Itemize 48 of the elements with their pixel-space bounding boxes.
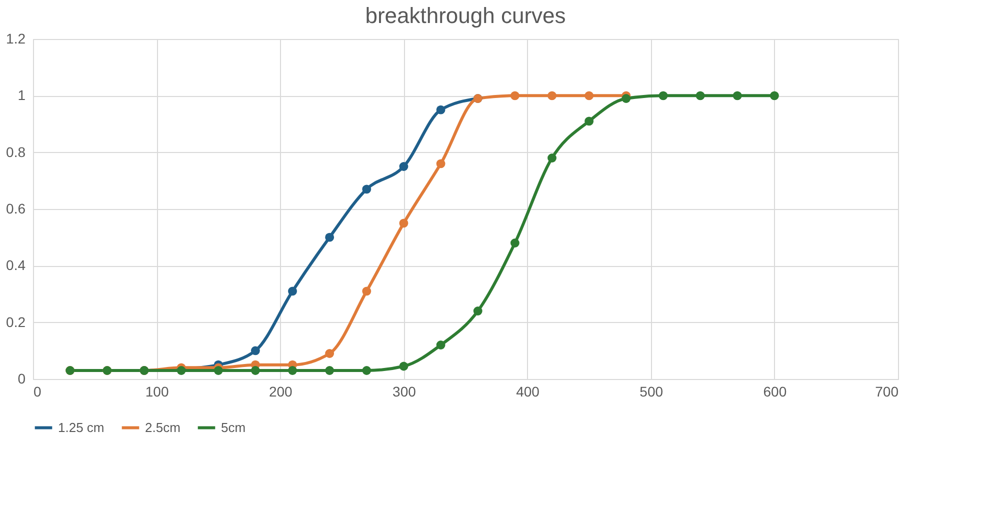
point	[325, 349, 334, 358]
point	[399, 162, 408, 171]
point	[658, 91, 668, 100]
point	[399, 218, 408, 228]
y-tick-label: 1.2	[6, 30, 26, 46]
y-tick-label: 0.8	[6, 144, 26, 160]
x-tick-label: 600	[763, 384, 787, 400]
point	[473, 306, 482, 316]
point	[250, 346, 260, 356]
x-tick-label: 200	[268, 384, 293, 400]
chart-title: breakthrough curves	[365, 3, 566, 28]
y-tick-label: 0.4	[6, 257, 26, 274]
point	[696, 91, 705, 100]
y-tick-label: 1	[18, 87, 26, 104]
point	[584, 91, 594, 100]
point	[548, 154, 556, 162]
point	[548, 91, 556, 100]
point	[770, 91, 779, 100]
legend-label: 5cm	[221, 420, 246, 435]
point	[399, 362, 408, 371]
point	[288, 366, 297, 375]
y-tick-label: 0.6	[6, 200, 26, 216]
point	[362, 286, 372, 296]
legend-label: 1.25 cm	[58, 420, 104, 435]
x-tick-label: 300	[392, 384, 416, 400]
point	[250, 366, 260, 375]
point	[362, 366, 372, 375]
y-tick-label: 0.2	[6, 314, 26, 330]
point	[510, 91, 520, 100]
point	[325, 366, 334, 375]
point	[288, 286, 297, 296]
point	[436, 105, 446, 114]
legend-label: 2.5cm	[145, 420, 180, 435]
point	[436, 159, 446, 168]
point	[510, 238, 520, 248]
point	[214, 366, 223, 375]
point	[362, 184, 372, 194]
x-tick-label: 400	[516, 384, 540, 400]
point	[584, 116, 594, 126]
x-tick-label: 0	[34, 384, 42, 400]
point	[622, 94, 631, 103]
point	[436, 340, 446, 350]
point	[325, 232, 334, 242]
y-tick-label: 0	[18, 370, 26, 386]
x-tick-label: 100	[145, 384, 169, 400]
x-tick-label: 500	[640, 384, 664, 400]
x-tick-label: 700	[875, 384, 899, 400]
point	[732, 91, 742, 100]
